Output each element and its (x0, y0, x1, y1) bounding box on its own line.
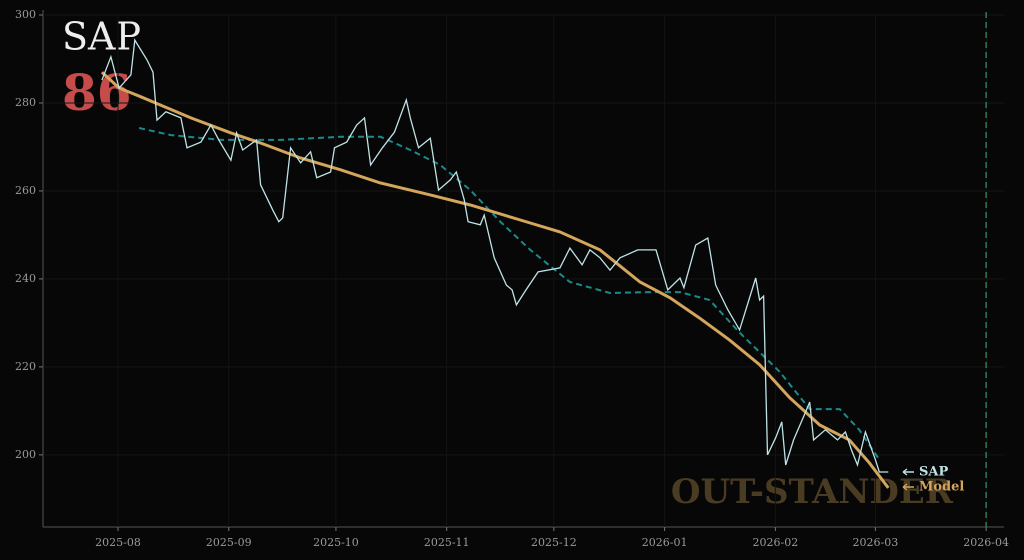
legend-label: Model (919, 480, 964, 495)
series-line (100, 71, 890, 489)
x-tick-label: 2026-01 (642, 536, 688, 549)
score: 86 (62, 63, 132, 122)
chart-title: SAP (62, 15, 141, 59)
x-tick-label: 2026-04 (963, 536, 1009, 549)
y-tick-label: 280 (15, 96, 36, 109)
x-tick-label: 2025-08 (95, 536, 141, 549)
y-tick-label: 220 (15, 360, 36, 373)
x-tick-label: 2025-12 (531, 536, 577, 549)
y-tick-label: 240 (15, 272, 36, 285)
watermark: OUT-STANDER (671, 472, 954, 512)
x-tick-label: 2025-11 (424, 536, 470, 549)
x-tick-label: 2025-10 (313, 536, 359, 549)
series-line (101, 38, 889, 473)
y-tick-label: 200 (15, 448, 36, 461)
legend-label: SAP (919, 465, 948, 480)
series-line (138, 127, 881, 461)
legend-arrow (902, 468, 914, 476)
y-tick-label: 260 (15, 184, 36, 197)
legend-arrow (902, 483, 914, 491)
x-tick-label: 2026-02 (753, 536, 799, 549)
y-tick-label: 300 (15, 8, 36, 21)
x-tick-label: 2026-03 (853, 536, 899, 549)
x-tick-label: 2025-09 (206, 536, 252, 549)
